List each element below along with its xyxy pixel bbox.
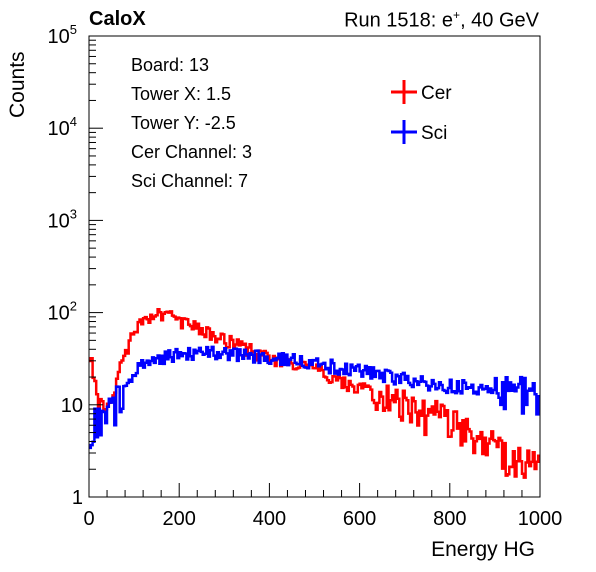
y-tick-label: 103 — [48, 206, 77, 232]
y-tick-label: 10 — [61, 395, 83, 417]
y-tick-label: 102 — [48, 299, 77, 325]
series-layer — [89, 308, 540, 479]
x-tick-label: 800 — [433, 508, 466, 530]
info-sci-channel: Sci Channel: 7 — [131, 171, 249, 191]
series-line-sci — [89, 345, 540, 450]
legend-label-cer: Cer — [421, 83, 452, 104]
info-box: Board: 13 Tower X: 1.5 Tower Y: -2.5 Cer… — [131, 55, 252, 200]
legend-label-sci: Sci — [421, 123, 447, 144]
legend: Cer Sci — [391, 80, 452, 144]
chart-title-left: CaloX — [89, 8, 146, 30]
x-tick-label: 0 — [83, 508, 94, 530]
x-tick-label: 1000 — [518, 508, 563, 530]
y-tick-label: 105 — [48, 22, 77, 48]
y-axis-title: Counts — [6, 51, 29, 118]
info-tower-y: Tower Y: -2.5 — [131, 113, 236, 133]
energy-label: , 40 GeV — [460, 9, 539, 32]
info-tower-x: Tower X: 1.5 — [131, 84, 232, 104]
info-cer-channel: Cer Channel: 3 — [131, 142, 253, 162]
x-axis-title: Energy HG — [431, 538, 535, 561]
plot-frame — [88, 35, 541, 498]
x-tick-label: 400 — [253, 508, 286, 530]
x-tick-label: 600 — [343, 508, 376, 530]
y-tick-label: 104 — [48, 114, 77, 140]
series-line-cer — [89, 308, 540, 479]
x-tick-label: 200 — [163, 508, 196, 530]
chart-title-right: Run 1518: e+, 40 GeV — [344, 9, 539, 31]
positron-charge: + — [453, 8, 461, 22]
info-board: Board: 13 — [131, 55, 210, 75]
run-label: Run 1518: e — [344, 9, 454, 32]
y-tick-label: 1 — [72, 487, 83, 509]
axes-layer: 0 200 400 600 800 1000 1 10 102 103 104 105 — [48, 22, 563, 530]
